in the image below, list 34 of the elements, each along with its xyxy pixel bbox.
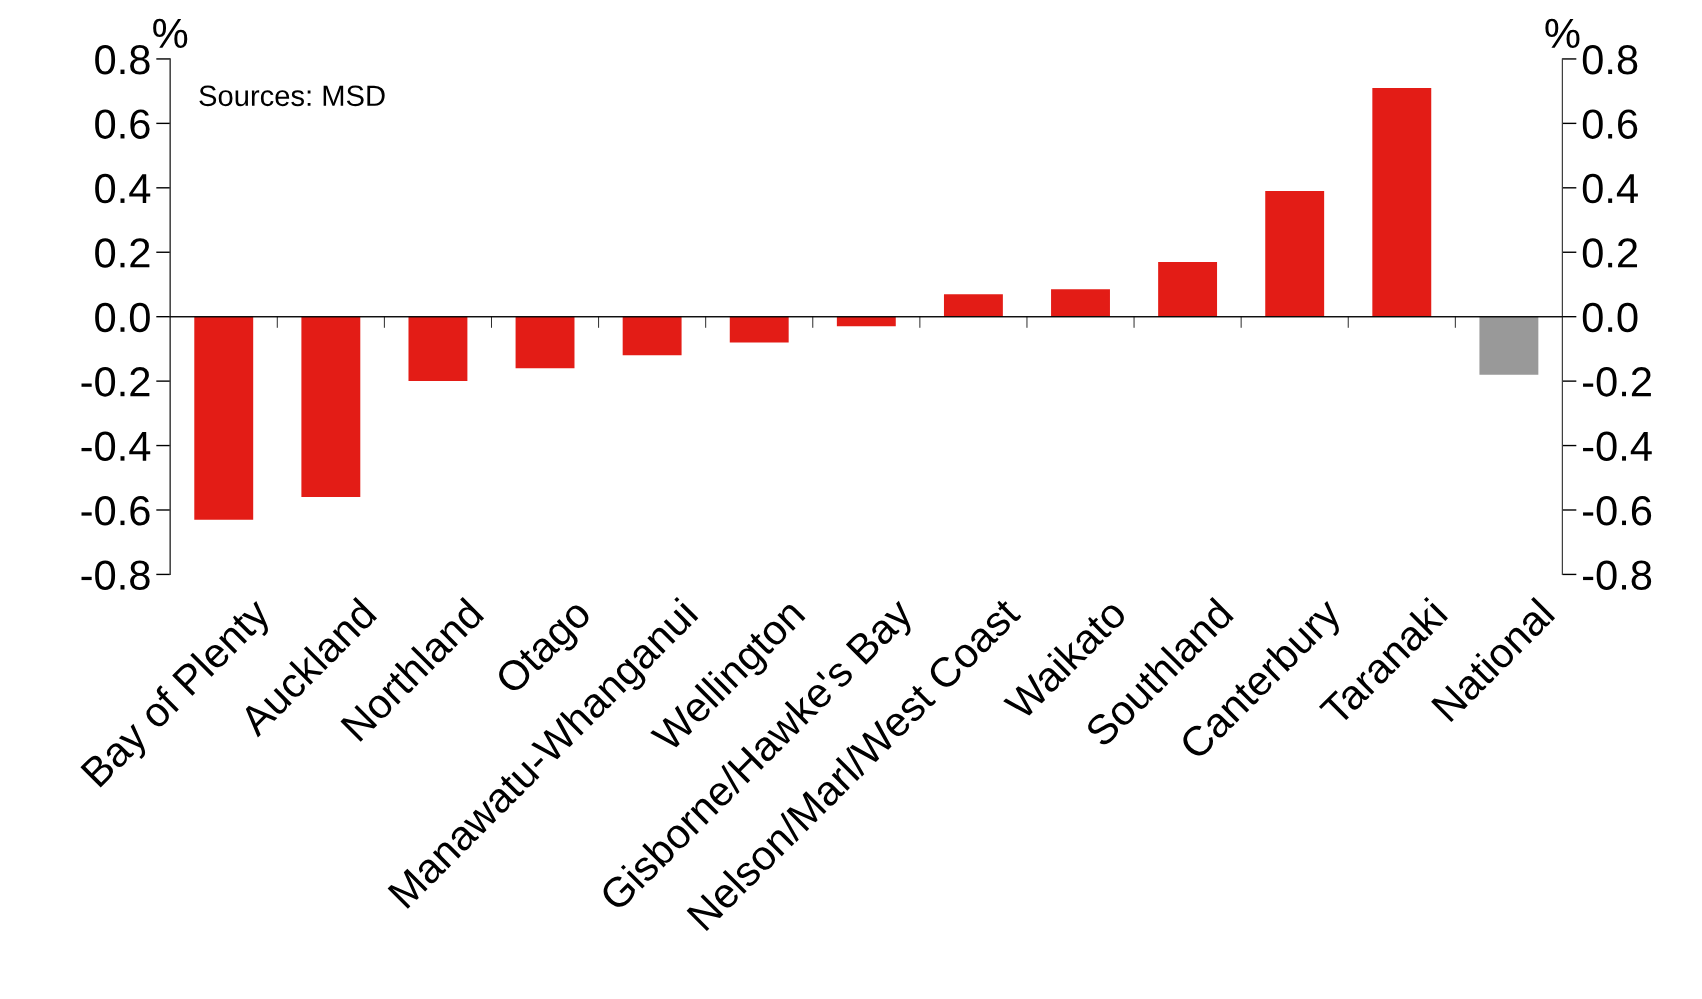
y2-axis-title: %	[1545, 18, 1580, 48]
y2-tick-label: 0.6	[1582, 109, 1638, 139]
bar	[729, 316, 789, 343]
y-tick-label: 0.4	[95, 173, 151, 204]
y-tick-label: 0.2	[95, 238, 150, 268]
bar	[408, 316, 468, 382]
y2-tick-label: -0.8	[1583, 560, 1652, 590]
y2-tick-label: 0.2	[1582, 238, 1638, 268]
y2-tick-label: 0.4	[1582, 173, 1638, 204]
y-tick-label: 0.0	[95, 302, 150, 333]
bar	[1479, 316, 1539, 375]
y2-tick-label: -0.4	[1583, 431, 1652, 462]
bar	[1372, 87, 1432, 317]
annotation: Sources: MSD	[199, 85, 385, 107]
y-tick-label: -0.8	[81, 560, 150, 590]
bar	[836, 316, 896, 327]
y2-tick-label: -0.6	[1583, 495, 1652, 526]
bar	[1051, 289, 1110, 317]
bar	[194, 316, 254, 520]
y-tick-label: -0.6	[81, 495, 150, 526]
y-tick-label: -0.4	[81, 431, 151, 462]
bar	[1158, 261, 1218, 317]
y2-tick-label: 0.8	[1582, 44, 1638, 75]
bar	[301, 316, 361, 498]
bar	[515, 316, 575, 369]
y-axis-title: %	[153, 18, 188, 48]
y2-tick-label: -0.2	[1583, 367, 1651, 397]
bar	[622, 316, 682, 356]
bar	[1265, 191, 1325, 317]
bar	[943, 294, 1003, 317]
y2-tick-label: 0.0	[1582, 302, 1638, 333]
y-tick-label: 0.8	[95, 44, 150, 75]
y-tick-label: 0.6	[95, 109, 150, 139]
y-tick-label: -0.2	[81, 367, 150, 397]
